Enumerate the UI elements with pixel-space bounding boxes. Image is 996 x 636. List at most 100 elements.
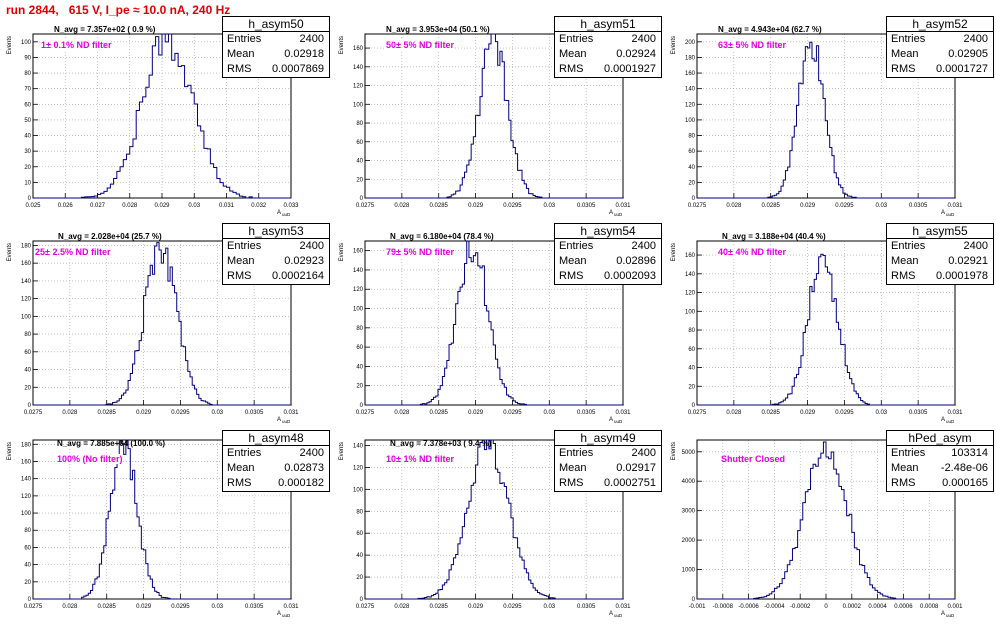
mean-label: Mean: [891, 48, 919, 60]
x-tick-label: 0.0275: [688, 410, 707, 416]
y-tick-label: 160: [353, 249, 364, 255]
y-tick-label: 160: [21, 261, 32, 267]
y-tick-label: 80: [24, 332, 31, 338]
histogram-panel: 0.025 0.026 0.027 0.028 0.029 0.03 0.031 0.032 0…: [0, 15, 332, 222]
y-tick-label: 5000: [682, 450, 696, 456]
mean-value: 0.02924: [616, 48, 656, 60]
y-tick-label: 160: [353, 46, 364, 52]
x-tick-label: 0.0295: [503, 604, 522, 610]
navg-label: N_avg = 7.885e+04 (100.0 %): [57, 439, 166, 448]
y-tick-label: 20: [688, 180, 695, 186]
entries-value: 2400: [299, 33, 324, 45]
x-tick-label: 0.0285: [762, 203, 781, 209]
histogram-panel: 0.0275 0.028 0.0285 0.029 0.0295 0.03 0.0305 0.…: [0, 222, 332, 429]
x-tick-label: 0.031: [283, 410, 299, 416]
mean-value: 0.02896: [616, 255, 656, 267]
x-tick-label: 0.0004: [868, 604, 887, 610]
y-tick-label: 20: [688, 384, 695, 390]
rms-label: RMS: [559, 63, 584, 75]
mean-value: -2.48e-06: [940, 462, 988, 474]
x-tick-label: 0.0305: [577, 604, 596, 610]
rms-label: RMS: [559, 477, 584, 489]
y-axis-label: Events: [339, 442, 345, 460]
y-tick-label: 2000: [682, 538, 696, 544]
y-tick-label: 0: [360, 196, 364, 202]
rms-label: RMS: [227, 270, 252, 282]
histogram-line: [365, 33, 624, 199]
navg-label: N_avg = 3.188e+04 (40.4 %): [722, 232, 826, 241]
x-tick-label: 0.0275: [688, 203, 707, 209]
histogram-plot: 0.0275 0.028 0.0285 0.029 0.0295 0.03 0.0305 0.…: [339, 439, 631, 618]
histogram-name: h_asym53: [223, 224, 329, 239]
histogram-name: h_asym52: [887, 17, 993, 32]
x-axis-label-subscript: uuD: [282, 212, 291, 217]
y-tick-label: 40: [688, 366, 695, 372]
y-tick-label: 30: [24, 149, 31, 155]
x-tick-label: 0.0285: [762, 410, 781, 416]
y-tick-label: 20: [356, 384, 363, 390]
entries-value: 2400: [631, 240, 656, 252]
x-tick-label: 0.0285: [430, 604, 449, 610]
rms-value: 0.0007869: [272, 63, 324, 75]
x-tick-label: -0.001: [688, 604, 706, 610]
x-tick-label: 0.03: [543, 410, 555, 416]
y-tick-label: 140: [685, 272, 696, 278]
y-tick-label: 120: [685, 291, 696, 297]
stats-box: h_asym54 Entries 2400 Mean 0.02896 RMS 0.00…: [554, 223, 662, 285]
entries-value: 2400: [963, 33, 988, 45]
navg-label: N_avg = 7.378e+03 ( 9.4 %): [390, 439, 492, 448]
entries-label: Entries: [891, 447, 926, 459]
x-axis-label-subscript: uuD: [282, 419, 291, 424]
entries-value: 2400: [631, 33, 656, 45]
navg-label: N_avg = 2.028e+04 (25.7 %): [58, 232, 162, 241]
entries-value: 2400: [299, 240, 324, 252]
plot-frame: [696, 33, 956, 199]
y-tick-label: 100: [353, 487, 364, 493]
y-tick-label: 120: [685, 102, 696, 108]
x-tick-label: 0.029: [154, 203, 170, 209]
y-tick-label: 4000: [682, 479, 696, 485]
x-tick-label: 0.03: [543, 203, 555, 209]
mean-value: 0.02917: [616, 462, 656, 474]
histogram-panel: -0.001 -0.0008 -0.0006 -0.0004 -0.0002 0 0.000…: [664, 429, 996, 636]
y-tick-label: 10: [24, 180, 31, 186]
stats-box: h_asym49 Entries 2400 Mean 0.02917 RMS 0.00…: [554, 430, 662, 492]
entries-label: Entries: [891, 240, 926, 252]
x-tick-label: 0.0275: [356, 203, 375, 209]
y-axis-label: Events: [7, 36, 13, 54]
filter-label: 25± 2.5% ND filter: [35, 247, 111, 257]
navg-label: N_avg = 6.180e+04 (78.4 %): [390, 232, 494, 241]
y-tick-label: 70: [24, 87, 31, 93]
x-tick-label: 0.029: [468, 203, 484, 209]
y-tick-label: 200: [685, 40, 696, 46]
entries-value: 103314: [951, 447, 988, 459]
x-tick-label: 0.028: [394, 604, 410, 610]
x-tick-label: 0.032: [251, 203, 267, 209]
x-tick-label: 0.028: [62, 410, 78, 416]
y-axis-label: Events: [7, 243, 13, 261]
histogram-line: [365, 240, 624, 406]
x-tick-label: 0.029: [136, 410, 152, 416]
histogram-name: hPed_asym: [887, 431, 993, 446]
x-tick-label: 0.028: [122, 203, 138, 209]
y-tick-label: 0: [28, 403, 32, 409]
y-tick-label: 40: [24, 563, 31, 569]
x-tick-label: 0.031: [219, 203, 235, 209]
x-tick-label: 0.029: [468, 410, 484, 416]
y-tick-label: 60: [356, 531, 363, 537]
filter-label: 10± 1% ND filter: [386, 454, 454, 464]
rms-label: RMS: [891, 63, 916, 75]
rms-value: 0.0002164: [272, 270, 324, 282]
y-tick-label: 0: [692, 597, 696, 603]
x-axis-label-subscript: uuD: [282, 613, 291, 618]
y-tick-label: 40: [356, 364, 363, 370]
mean-label: Mean: [891, 462, 919, 474]
y-tick-label: 100: [353, 102, 364, 108]
rms-label: RMS: [891, 477, 916, 489]
y-tick-label: 40: [356, 159, 363, 165]
x-tick-label: 0.0275: [356, 410, 375, 416]
y-tick-label: 100: [21, 314, 32, 320]
y-tick-label: 20: [24, 580, 31, 586]
y-tick-label: 140: [353, 443, 364, 449]
x-tick-label: 0.029: [468, 604, 484, 610]
